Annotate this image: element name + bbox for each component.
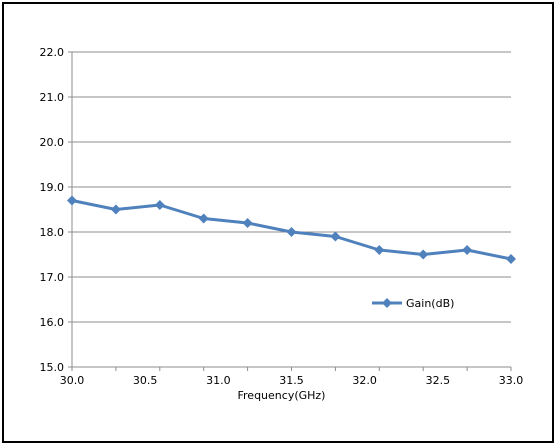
legend-label: Gain(dB) [406, 297, 454, 310]
legend-marker [382, 298, 392, 308]
y-tick-label: 17.0 [40, 271, 65, 284]
x-tick-label: 31.5 [279, 374, 304, 387]
legend: Gain(dB) [372, 297, 454, 310]
data-point [242, 218, 253, 228]
y-tick-label: 16.0 [40, 316, 65, 329]
chart-frame: 22.0 21.0 20.0 19.0 18.0 17.0 16.0 15.0 30.0 30.… [2, 2, 554, 443]
y-tick-label: 20.0 [40, 136, 65, 149]
data-point [286, 227, 297, 237]
gridlines [72, 51, 511, 323]
x-axis-label: Frequency(GHz) [238, 389, 326, 402]
data-point [67, 195, 77, 206]
data-point [110, 204, 121, 215]
y-tick-labels: 22.0 21.0 20.0 19.0 18.0 17.0 16.0 15.0 [40, 46, 65, 374]
data-point [418, 249, 429, 260]
y-tick-label: 21.0 [40, 91, 65, 104]
y-tick-label: 22.0 [40, 46, 65, 59]
data-point [374, 245, 385, 255]
x-tick-label: 32.0 [352, 374, 377, 387]
axes [68, 51, 512, 371]
x-tick-label: 32.5 [426, 374, 451, 387]
data-point [462, 245, 473, 255]
data-point [330, 231, 341, 242]
series-layer [67, 195, 516, 264]
line-chart: 22.021.020.019.018.017.016.015.0 30.0 30.… [40, 46, 524, 402]
x-tick-label: 30.5 [133, 374, 158, 387]
data-point [198, 213, 209, 224]
y-tick-label: 18.0 [40, 226, 65, 239]
data-point [506, 254, 516, 264]
y-tick-label: 19.0 [40, 181, 65, 194]
x-tick-label: 31.0 [206, 374, 231, 387]
data-point [154, 200, 165, 210]
y-tick-label: 15.0 [40, 361, 65, 374]
x-tick-label: 33.0 [499, 374, 524, 387]
x-tick-labels: 30.0 30.5 31.0 31.5 32.0 32.5 33.0 [60, 374, 524, 387]
x-tick-label: 30.0 [60, 374, 85, 387]
